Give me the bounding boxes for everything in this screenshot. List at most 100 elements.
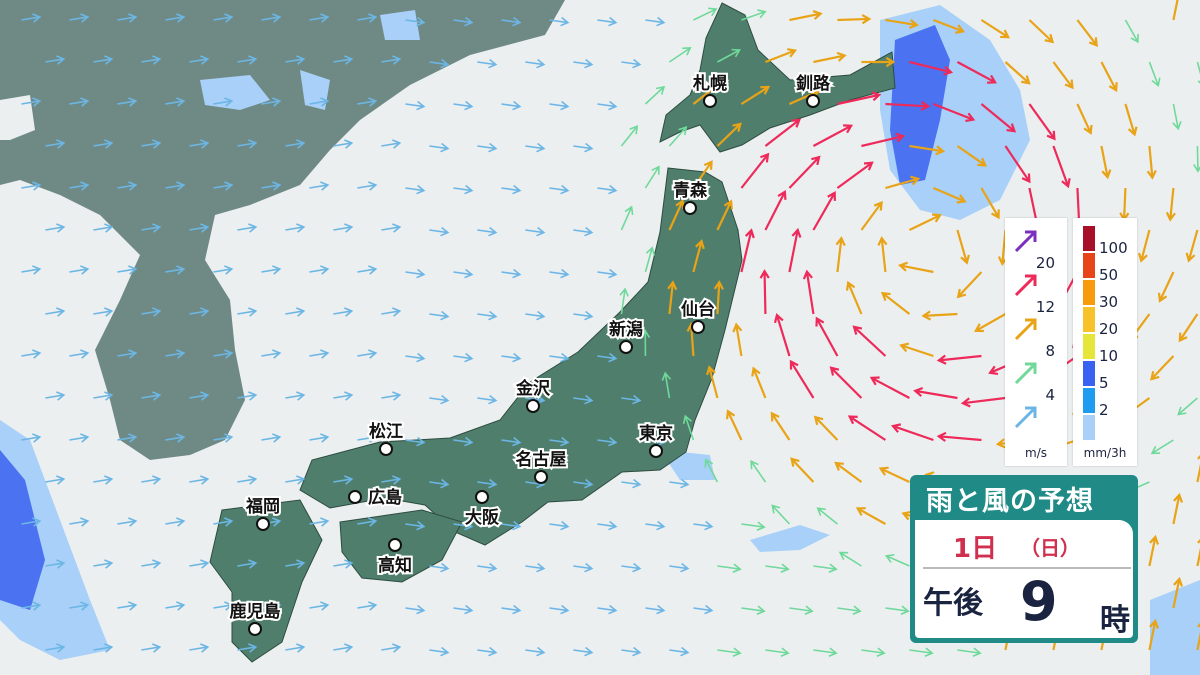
wind-arrow xyxy=(861,647,886,658)
wind-arrow xyxy=(933,18,966,34)
wind-arrow xyxy=(692,82,721,105)
forecast-weekday: （日） xyxy=(1020,536,1080,560)
wind-arrow xyxy=(956,271,983,299)
city-marker: 青森 xyxy=(671,178,710,215)
wind-arrow xyxy=(620,125,639,147)
wind-arrow xyxy=(852,325,887,357)
city-dot xyxy=(248,622,262,636)
wind-arrow xyxy=(909,647,934,658)
wind-arrow xyxy=(980,103,1017,133)
wind-arrow xyxy=(692,160,713,189)
wind-arrow xyxy=(285,643,306,653)
wind-arrow xyxy=(429,478,450,489)
wind-arrow xyxy=(453,268,474,279)
wind-arrow xyxy=(21,433,42,443)
wind-arrow xyxy=(501,352,522,363)
wind-arrow xyxy=(333,475,354,485)
wind-arrow xyxy=(620,205,634,231)
wind-arrow xyxy=(477,562,498,573)
wind-arrow xyxy=(1193,145,1200,173)
wind-arrow xyxy=(501,604,522,615)
divider xyxy=(923,567,1131,569)
wind-legend-arrow-icon xyxy=(1013,404,1039,434)
wind-arrow xyxy=(69,433,90,443)
city-label: 大阪 xyxy=(465,507,499,528)
wind-arrow xyxy=(285,223,306,233)
wind-arrow xyxy=(759,269,770,315)
mainland-asia xyxy=(0,0,565,460)
wind-arrow xyxy=(165,97,186,107)
rain-amount-legend: 100 50 30 20 10 5 2 mm/3h xyxy=(1073,218,1137,466)
wind-arrow xyxy=(93,307,114,317)
wind-arrow xyxy=(405,436,426,447)
wind-arrow xyxy=(165,13,186,23)
wind-arrow xyxy=(573,562,594,573)
wind-arrow xyxy=(261,13,282,23)
wind-arrow xyxy=(309,433,330,443)
wind-arrow xyxy=(693,520,714,531)
wind-arrow xyxy=(93,559,114,569)
wind-arrow xyxy=(381,55,402,65)
wind-arrow xyxy=(597,520,618,531)
wind-arrow xyxy=(1076,103,1093,135)
wind-arrow xyxy=(980,19,1010,39)
rain-legend-swatch xyxy=(1083,361,1095,386)
wind-arrow xyxy=(692,239,705,273)
wind-legend-arrow-icon xyxy=(1013,360,1039,390)
wind-arrow xyxy=(357,349,378,359)
rain-legend-swatch xyxy=(1083,280,1095,305)
wind-arrow xyxy=(573,646,594,657)
wind-arrow xyxy=(525,58,546,69)
wind-arrow xyxy=(741,605,766,616)
rain-legend-value: 20 xyxy=(1099,320,1119,338)
wind-arrow xyxy=(213,433,234,443)
wind-arrow xyxy=(141,475,162,485)
wind-arrow xyxy=(880,291,911,315)
wind-arrow xyxy=(477,226,498,237)
wind-arrow xyxy=(69,181,90,191)
city-label: 札幌 xyxy=(692,73,727,94)
wind-arrow xyxy=(1100,61,1118,93)
wind-arrow xyxy=(141,307,162,317)
wind-arrow xyxy=(189,391,210,401)
wind-arrow xyxy=(847,415,887,441)
rain-legend-swatch xyxy=(1083,388,1095,413)
wind-arrow xyxy=(189,559,210,569)
city-marker: 東京 xyxy=(637,421,675,458)
wind-arrow xyxy=(357,97,378,107)
rain-legend-value: 30 xyxy=(1099,293,1119,311)
wind-arrow xyxy=(285,307,306,317)
wind-arrow xyxy=(525,310,546,321)
wind-arrow xyxy=(773,313,791,357)
city-label: 高知 xyxy=(378,555,412,576)
wind-arrow xyxy=(285,475,306,485)
wind-arrow xyxy=(405,604,426,615)
wind-arrow xyxy=(835,236,846,273)
wind-arrow xyxy=(237,643,258,653)
wind-arrow xyxy=(913,386,958,400)
wind-arrow xyxy=(770,411,791,441)
wind-arrow xyxy=(189,223,210,233)
wind-arrow xyxy=(789,9,823,22)
wind-arrow xyxy=(477,646,498,657)
city-label: 松江 xyxy=(369,421,403,442)
wind-arrow xyxy=(645,520,666,531)
wind-arrow xyxy=(645,604,666,615)
wind-arrow xyxy=(429,58,450,69)
wind-arrow xyxy=(765,563,790,574)
wind-arrow xyxy=(693,7,718,21)
wind-arrow xyxy=(1185,229,1199,263)
wind-arrow xyxy=(333,55,354,65)
wind-arrow xyxy=(213,601,234,611)
wind-arrow xyxy=(861,132,906,148)
wind-arrow xyxy=(117,13,138,23)
wind-arrow xyxy=(1124,19,1139,44)
wind-arrow xyxy=(1124,103,1138,137)
wind-arrow xyxy=(165,349,186,359)
wind-arrow xyxy=(381,475,402,485)
forecast-info-panel: 雨と風の予想 1日 （日） 午後 9 時 xyxy=(910,475,1138,643)
city-label: 青森 xyxy=(673,180,708,201)
wind-arrow xyxy=(21,517,42,527)
wind-arrow xyxy=(453,436,474,447)
wind-arrow xyxy=(357,13,378,23)
